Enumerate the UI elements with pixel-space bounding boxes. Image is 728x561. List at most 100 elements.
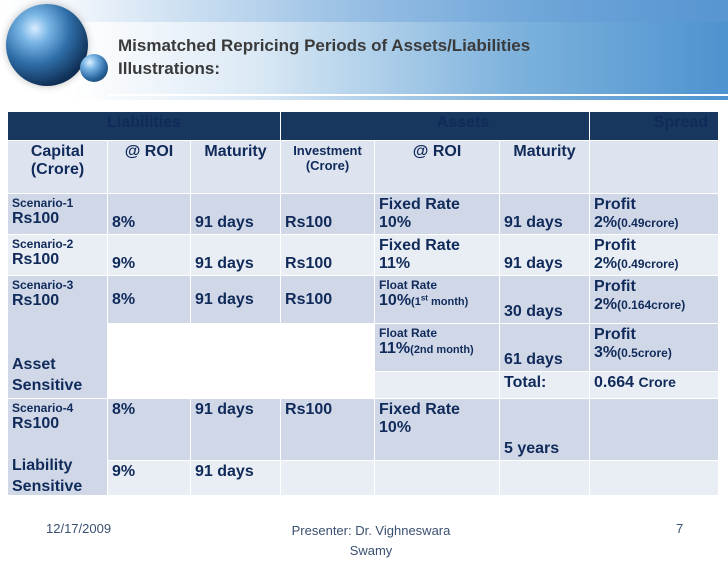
scenario3-cell: Scenario-3 Rs100 Asset Sensitive	[7, 275, 108, 399]
scenario3-spread-1: Profit 2%(0.164crore)	[589, 274, 720, 325]
scenario3-capital: Rs100	[12, 292, 60, 309]
title-line-1: Mismatched Repricing Periods of Assets/L…	[118, 36, 531, 55]
scenario4-asset-type: Fixed Rate	[379, 401, 460, 418]
scenario3-spread-value-1: 2%	[594, 296, 618, 313]
scenario3-spread-detail-1: (0.164crore)	[617, 298, 686, 312]
scenario2-asset-type: Fixed Rate	[379, 237, 460, 254]
scenario4-capital: Rs100	[12, 415, 60, 432]
table-subheader-row: Capital (Crore) @ ROI Maturity Investmen…	[7, 140, 720, 194]
scenario1-spread-label: Profit	[594, 196, 636, 213]
scenario1-label: Scenario-1	[12, 196, 74, 210]
scenario3-spread-detail-2: (0.5crore)	[617, 346, 672, 361]
scenario3-asset-roi-1: 10%	[379, 292, 412, 309]
scenario1-investment: Rs100	[280, 193, 376, 235]
scenario3-roi: 8%	[107, 274, 191, 325]
scenario2-spread-value: 2%	[594, 255, 618, 272]
scenario3-asset-roi-note-2: (2nd month)	[410, 344, 474, 357]
scenario4-spread-blank	[589, 397, 720, 462]
scenario1-asset-type: Fixed Rate	[379, 196, 460, 213]
scenario3-asset-type-2: Float Rate	[379, 326, 438, 341]
header-divider	[108, 94, 728, 96]
scenario3-total-label: Total:	[499, 371, 591, 399]
footer-presenter: Presenter: Dr. Vighneswara Swamy	[291, 523, 451, 558]
scenario3-asset-roi-note-1: (1st month)	[411, 293, 469, 308]
scenario1-spread: Profit 2%(0.49crore)	[589, 193, 720, 235]
scenario3-asset-maturity-1: 30 days	[499, 274, 591, 325]
scenario3-asset-1: Float Rate 10%(1st month)	[374, 274, 501, 325]
scenario1-spread-detail: (0.49crore)	[617, 216, 679, 230]
scenario2-maturity: 91 days	[189, 234, 282, 276]
scenario4-investment: Rs100	[280, 397, 376, 462]
scenario4-blank-3	[499, 460, 591, 496]
table-row: Scenario-3 Rs100 Asset Sensitive 8% 91 d…	[7, 274, 720, 399]
header-liabilities: Liabilities	[6, 111, 282, 141]
scenario2-label: Scenario-2	[12, 237, 74, 251]
scenario1-maturity: 91 days	[189, 193, 282, 235]
scenario3-spread-label-2: Profit	[594, 326, 636, 344]
slide-footer: 12/17/2009 Presenter: Dr. Vighneswara Sw…	[0, 521, 728, 558]
scenario4-label: Scenario-4	[12, 401, 74, 415]
subheader-capital: Capital (Crore)	[7, 140, 108, 194]
scenario4-sensitivity: Liability Sensitive	[12, 457, 83, 495]
table-row: Total: 0.664 Crore	[8, 371, 720, 399]
slide-title: Mismatched Repricing Periods of Assets/L…	[118, 34, 530, 80]
scenario3-investment: Rs100	[280, 274, 376, 325]
scenario3-total-unit: Crore	[638, 374, 676, 391]
subheader-maturity: Maturity	[189, 140, 282, 194]
scenario1-capital: Rs100	[12, 210, 60, 227]
scenario2-spread: Profit 2%(0.49crore)	[589, 234, 720, 276]
scenario3-total-value: 0.664	[594, 374, 635, 392]
scenario2-spread-label: Profit	[594, 237, 636, 254]
repricing-table: Liabilities Assets Spread Capital (Crore…	[6, 111, 720, 496]
header-assets: Assets	[280, 111, 591, 141]
scenario3-blank-2	[189, 323, 282, 373]
scenario4-asset: Fixed Rate 10%	[374, 397, 501, 462]
scenario3-sensitivity: Asset Sensitive	[12, 356, 83, 394]
scenario4-asset-maturity: 5 years	[499, 397, 591, 462]
scenario2-spread-detail: (0.49crore)	[617, 257, 679, 271]
globe-icon	[6, 4, 88, 86]
scenario3-maturity: 91 days	[189, 274, 282, 325]
table-row: Scenario-4 Rs100 Liability Sensitive 8% …	[7, 397, 720, 496]
header-stripe	[0, 0, 728, 22]
scenario1-roi: 8%	[107, 193, 191, 235]
scenario2-roi: 9%	[107, 234, 191, 276]
table-row: Scenario-2 Rs100 9% 91 days Rs100 Fixed …	[7, 234, 720, 276]
scenario3-total-blank	[374, 371, 501, 399]
scenario3-asset-2: Float Rate 11%(2nd month)	[374, 323, 501, 373]
scenario3-spread-value-2: 3%	[594, 344, 618, 362]
subheader-asset-maturity: Maturity	[499, 140, 591, 194]
scenario4-asset-roi: 10%	[379, 419, 412, 436]
scenario3-blank-6	[280, 371, 376, 399]
scenario4-roi-2: 9%	[107, 460, 191, 496]
scenario2-asset: Fixed Rate 11%	[374, 234, 501, 276]
scenario3-blank-5	[189, 371, 282, 399]
scenario3-asset-type-1: Float Rate	[379, 278, 438, 292]
scenario1-cell: Scenario-1 Rs100	[7, 193, 108, 235]
table-row: Float Rate 11%(2nd month) 61 days Profit…	[8, 323, 720, 373]
scenario2-investment: Rs100	[280, 234, 376, 276]
scenario1-asset-maturity: 91 days	[499, 193, 591, 235]
scenario3-blank-1	[107, 323, 191, 373]
title-line-2: Illustrations:	[118, 59, 221, 78]
scenario3-spread-label-1: Profit	[594, 278, 636, 295]
scenario4-blank-1	[280, 460, 376, 496]
scenario3-blank-3	[280, 323, 376, 373]
scenario3-asset-roi-2: 11%	[379, 340, 411, 358]
scenario4-blank-2	[374, 460, 501, 496]
table-header-row: Liabilities Assets Spread	[6, 111, 720, 141]
header-spread: Spread	[589, 111, 720, 141]
scenario4-roi: 8%	[107, 397, 191, 462]
scenario3-spread-2: Profit 3%(0.5crore)	[589, 323, 720, 373]
scenario1-spread-value: 2%	[594, 214, 618, 231]
scenario3-blank-4	[107, 371, 191, 399]
subheader-spread-blank	[589, 140, 720, 194]
footer-date: 12/17/2009	[46, 521, 112, 536]
scenario2-asset-roi: 11%	[379, 255, 411, 272]
scenario1-asset-roi: 10%	[379, 214, 412, 231]
subheader-asset-roi: @ ROI	[374, 140, 501, 194]
scenario4-cell: Scenario-4 Rs100 Liability Sensitive	[7, 398, 108, 496]
scenario4-maturity-2: 91 days	[189, 460, 282, 496]
slide-header: Mismatched Repricing Periods of Assets/L…	[0, 0, 728, 100]
scenario2-cell: Scenario-2 Rs100	[7, 234, 108, 276]
